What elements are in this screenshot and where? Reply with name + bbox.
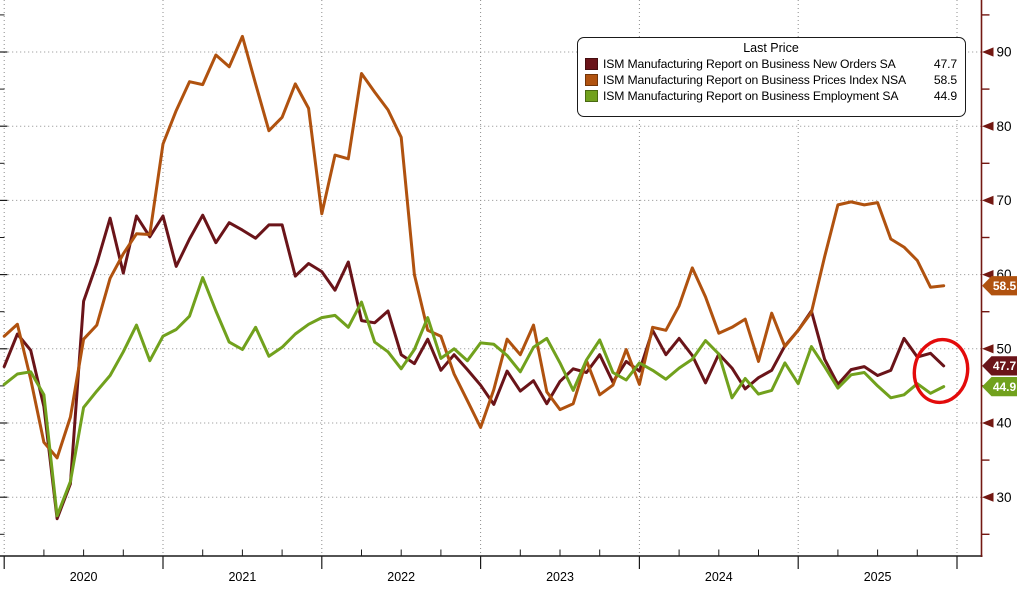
x-year-label-2021: 2021	[228, 570, 256, 584]
last-price-badge-new-orders	[982, 356, 1017, 376]
legend-item-prices: ISM Manufacturing Report on Business Pri…	[585, 72, 957, 88]
x-year-label-2025: 2025	[864, 570, 892, 584]
y-axis-arrow-tick-icon	[982, 418, 994, 428]
x-year-label-2024: 2024	[705, 570, 733, 584]
x-year-label-2023: 2023	[546, 570, 574, 584]
y-axis-arrow-tick-icon	[982, 195, 994, 205]
legend-title: Last Price	[743, 41, 799, 55]
series-line-employment	[2, 276, 946, 518]
y-tick-label-70: 70	[997, 193, 1012, 208]
legend-swatch-employment-icon	[585, 90, 598, 102]
legend-value-prices: 58.5	[933, 73, 957, 87]
legend: Last Price ISM Manufacturing Report on B…	[577, 37, 966, 117]
highlight-ellipse-annotation	[912, 337, 970, 405]
legend-value-employment: 44.9	[933, 89, 957, 103]
legend-item-employment: ISM Manufacturing Report on Business Emp…	[585, 88, 957, 104]
series-line-prices	[2, 34, 946, 460]
y-axis-arrow-tick-icon	[982, 492, 994, 502]
x-year-label-2022: 2022	[387, 570, 415, 584]
y-tick-label-30: 30	[997, 490, 1012, 505]
legend-label-new-orders: ISM Manufacturing Report on Business New…	[603, 57, 896, 71]
legend-label-employment: ISM Manufacturing Report on Business Emp…	[603, 89, 899, 103]
legend-label-prices: ISM Manufacturing Report on Business Pri…	[603, 73, 906, 87]
last-price-badge-employment	[982, 377, 1017, 397]
last-price-badge-prices	[982, 276, 1017, 296]
legend-item-new-orders: ISM Manufacturing Report on Business New…	[585, 56, 957, 72]
y-tick-label-40: 40	[997, 416, 1012, 431]
y-axis-arrow-tick-icon	[982, 47, 994, 57]
y-axis-arrow-tick-icon	[982, 344, 994, 354]
x-year-label-2020: 2020	[70, 570, 98, 584]
legend-swatch-prices-icon	[585, 74, 598, 86]
legend-value-new-orders: 47.7	[933, 57, 957, 71]
y-tick-label-90: 90	[997, 45, 1012, 60]
y-tick-label-80: 80	[997, 119, 1012, 134]
last-price-badge-value-prices: 58.5	[993, 279, 1017, 293]
legend-swatch-new-orders-icon	[585, 58, 598, 70]
y-axis-arrow-tick-icon	[982, 270, 994, 280]
last-price-badge-value-new-orders: 47.7	[993, 359, 1017, 373]
y-tick-label-50: 50	[997, 341, 1012, 356]
last-price-badge-value-employment: 44.9	[993, 380, 1017, 394]
y-axis-arrow-tick-icon	[982, 121, 994, 131]
